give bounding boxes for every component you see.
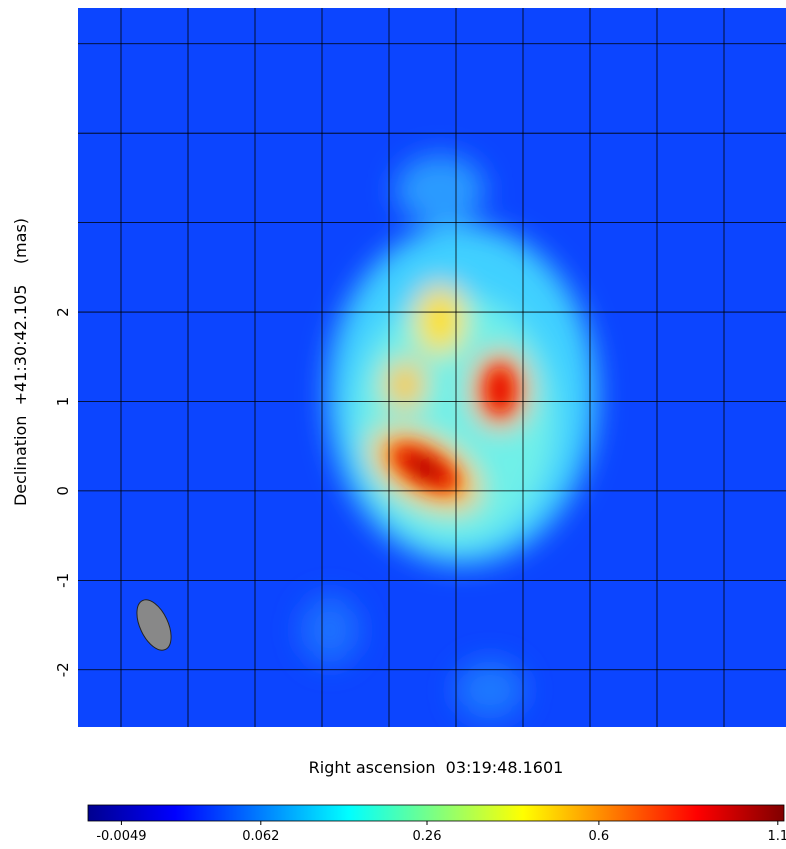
chart: Right ascension 03:19:48.1601 Declinatio… bbox=[0, 0, 786, 845]
y-axis-label: Declination +41:30:42.105 (mas) bbox=[11, 218, 30, 506]
colorbar bbox=[88, 805, 784, 821]
colorbar-tick-label: 1.1 bbox=[767, 829, 786, 844]
y-tick-label: -1 bbox=[54, 573, 72, 588]
image bbox=[78, 8, 786, 727]
y-tick-label: -2 bbox=[54, 662, 72, 677]
y-tick-label: 0 bbox=[54, 486, 72, 496]
colorbar-tick-label: 0.6 bbox=[589, 829, 610, 844]
y-tick-label: 2 bbox=[54, 307, 72, 317]
x-axis-label: Right ascension 03:19:48.1601 bbox=[309, 758, 564, 777]
colorbar-tick-label: -0.0049 bbox=[96, 829, 146, 844]
y-tick-label: 1 bbox=[54, 397, 72, 407]
page: {"chart_data": { "type": "image", "xlabe… bbox=[0, 0, 786, 845]
colorbar-tick-label: 0.26 bbox=[413, 829, 442, 844]
colorbar-tick-label: 0.062 bbox=[242, 829, 279, 844]
